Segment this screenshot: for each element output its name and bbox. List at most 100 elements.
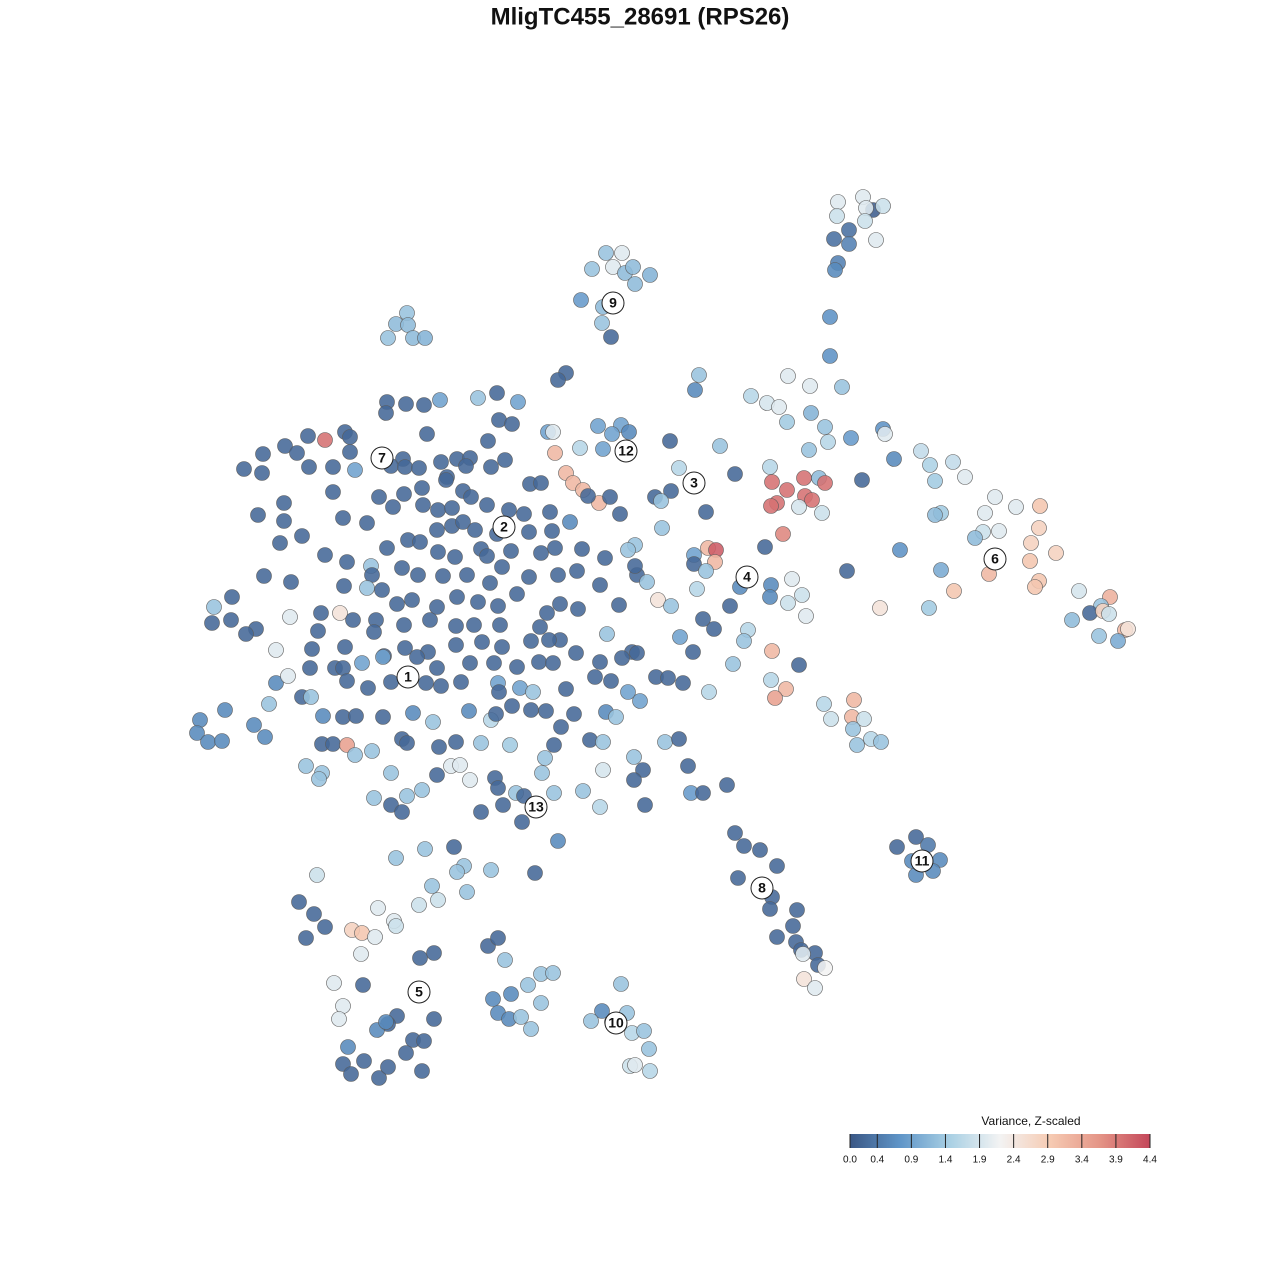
point bbox=[525, 684, 541, 700]
point bbox=[371, 1070, 387, 1086]
point bbox=[545, 655, 561, 671]
point bbox=[447, 549, 463, 565]
point bbox=[796, 470, 812, 486]
point bbox=[727, 466, 743, 482]
point bbox=[775, 526, 791, 542]
point bbox=[946, 583, 962, 599]
point bbox=[1091, 628, 1107, 644]
point bbox=[516, 506, 532, 522]
point bbox=[534, 765, 550, 781]
point bbox=[830, 194, 846, 210]
point bbox=[523, 633, 539, 649]
points-layer bbox=[189, 189, 1136, 1086]
point bbox=[424, 878, 440, 894]
point bbox=[858, 200, 874, 216]
point bbox=[339, 554, 355, 570]
point bbox=[268, 675, 284, 691]
point bbox=[1082, 605, 1098, 621]
point bbox=[470, 594, 486, 610]
point bbox=[503, 986, 519, 1002]
cluster-label-bg bbox=[407, 980, 431, 1004]
point bbox=[359, 515, 375, 531]
point bbox=[663, 483, 679, 499]
point bbox=[410, 567, 426, 583]
point bbox=[276, 513, 292, 529]
point bbox=[592, 577, 608, 593]
cluster-label: 2 bbox=[500, 519, 508, 535]
point bbox=[572, 440, 588, 456]
point bbox=[798, 608, 814, 624]
point bbox=[280, 668, 296, 684]
point bbox=[394, 804, 410, 820]
point bbox=[620, 684, 636, 700]
point bbox=[250, 507, 266, 523]
point bbox=[872, 600, 888, 616]
colorbar-scale bbox=[850, 1134, 1150, 1148]
point bbox=[412, 534, 428, 550]
point bbox=[301, 459, 317, 475]
point bbox=[566, 706, 582, 722]
point bbox=[769, 858, 785, 874]
point bbox=[298, 758, 314, 774]
point bbox=[841, 222, 857, 238]
point bbox=[546, 737, 562, 753]
point bbox=[192, 712, 208, 728]
point bbox=[435, 568, 451, 584]
cluster-label-bg bbox=[750, 876, 774, 900]
point bbox=[626, 772, 642, 788]
point bbox=[385, 499, 401, 515]
point bbox=[933, 562, 949, 578]
point bbox=[533, 545, 549, 561]
point bbox=[490, 780, 506, 796]
point bbox=[214, 733, 230, 749]
point bbox=[397, 640, 413, 656]
point bbox=[539, 605, 555, 621]
point bbox=[784, 571, 800, 587]
point bbox=[817, 960, 833, 976]
point bbox=[367, 929, 383, 945]
point bbox=[426, 1011, 442, 1027]
point bbox=[449, 864, 465, 880]
point bbox=[612, 506, 628, 522]
point bbox=[1031, 520, 1047, 536]
point bbox=[546, 785, 562, 801]
cluster-label: 5 bbox=[415, 984, 423, 1000]
point bbox=[347, 462, 363, 478]
point bbox=[541, 632, 557, 648]
point bbox=[337, 639, 353, 655]
point bbox=[856, 711, 872, 727]
point bbox=[908, 829, 924, 845]
point bbox=[510, 394, 526, 410]
point bbox=[706, 621, 722, 637]
point bbox=[1008, 499, 1024, 515]
point bbox=[461, 703, 477, 719]
point bbox=[1027, 579, 1043, 595]
point bbox=[627, 1057, 643, 1073]
point bbox=[255, 446, 271, 462]
cluster-label: 10 bbox=[608, 1015, 624, 1031]
point bbox=[635, 762, 651, 778]
point bbox=[399, 735, 415, 751]
cluster-label-bg bbox=[604, 1011, 628, 1035]
point bbox=[416, 1033, 432, 1049]
point bbox=[482, 575, 498, 591]
point bbox=[491, 412, 507, 428]
cluster-label-bg bbox=[492, 515, 516, 539]
point bbox=[453, 674, 469, 690]
colorbar-tick-label: 0.9 bbox=[904, 1155, 918, 1166]
point bbox=[587, 669, 603, 685]
point bbox=[743, 388, 759, 404]
point bbox=[780, 368, 796, 384]
point bbox=[769, 929, 785, 945]
point bbox=[483, 459, 499, 475]
point bbox=[306, 906, 322, 922]
point bbox=[722, 598, 738, 614]
point bbox=[294, 528, 310, 544]
point bbox=[268, 642, 284, 658]
point bbox=[374, 582, 390, 598]
point bbox=[378, 1014, 394, 1030]
point bbox=[495, 797, 511, 813]
point bbox=[817, 419, 833, 435]
point bbox=[1048, 545, 1064, 561]
point bbox=[689, 581, 705, 597]
